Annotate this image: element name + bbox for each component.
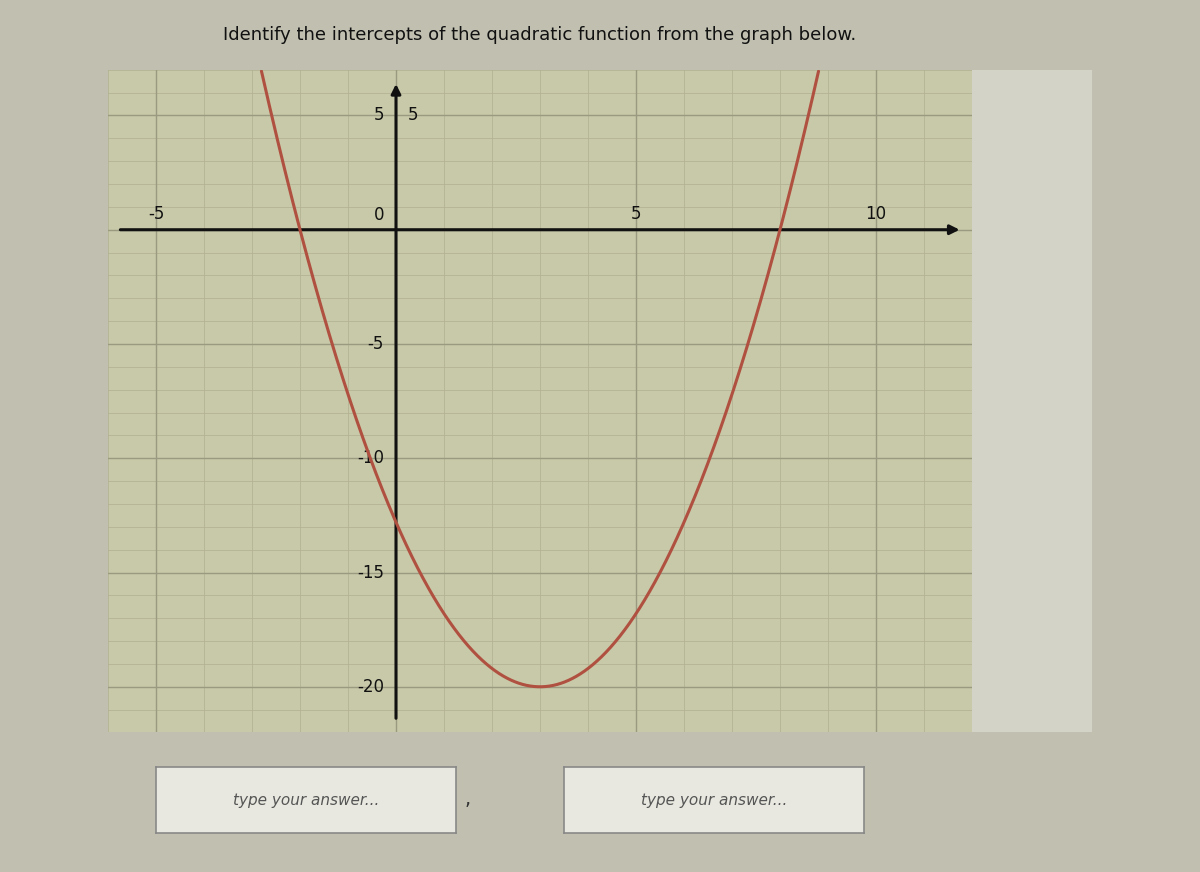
Text: -10: -10 <box>358 449 384 467</box>
Text: -5: -5 <box>367 335 384 353</box>
Text: 5: 5 <box>408 106 419 125</box>
Text: type your answer...: type your answer... <box>641 793 787 807</box>
Text: 5: 5 <box>631 205 641 223</box>
Text: type your answer...: type your answer... <box>233 793 379 807</box>
Text: -5: -5 <box>148 205 164 223</box>
Text: -20: -20 <box>358 678 384 696</box>
Text: 10: 10 <box>865 205 887 223</box>
Text: 0: 0 <box>373 206 384 224</box>
Text: Identify the intercepts of the quadratic function from the graph below.: Identify the intercepts of the quadratic… <box>223 26 857 44</box>
Text: -15: -15 <box>358 563 384 582</box>
Text: 5: 5 <box>373 106 384 125</box>
Text: ,: , <box>464 790 472 809</box>
